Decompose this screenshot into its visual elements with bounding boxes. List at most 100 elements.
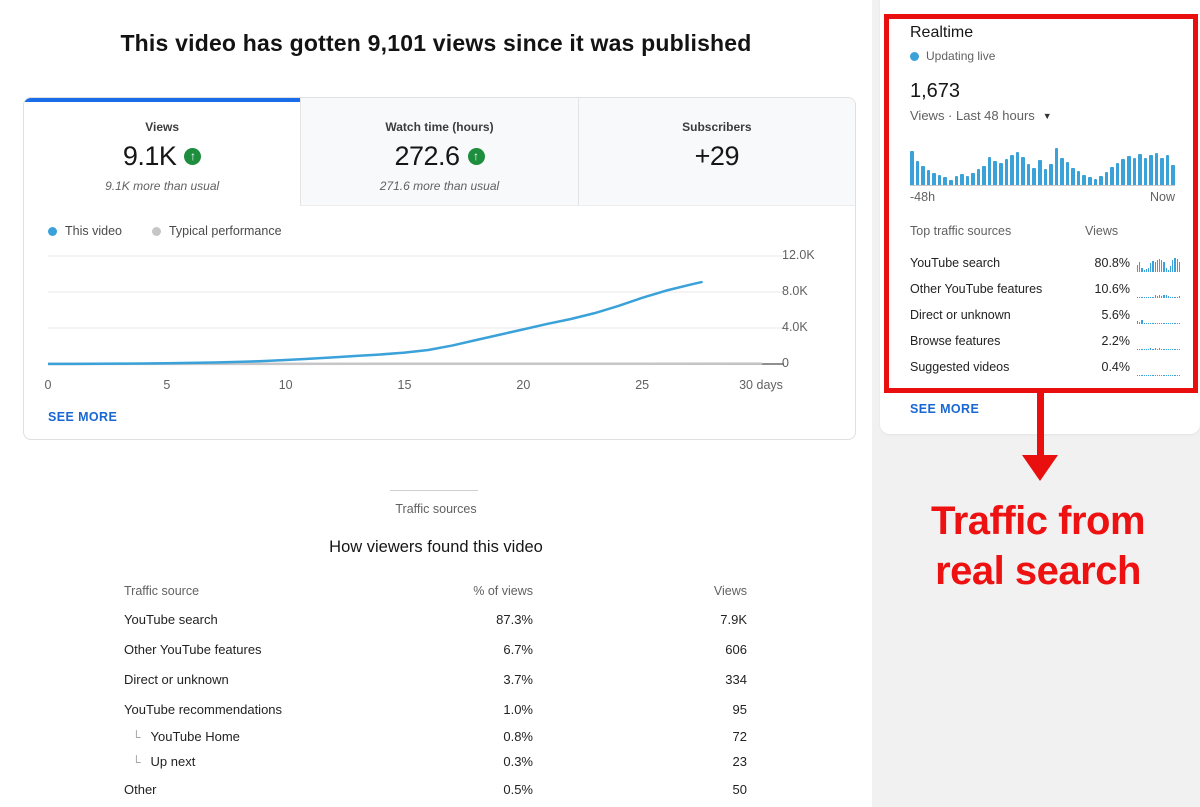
col-realtime-views: Views <box>1085 224 1119 238</box>
x-tick-label: 0 <box>44 378 52 392</box>
realtime-bar <box>937 174 942 185</box>
top-source-pct: 80.8% <box>1094 256 1130 270</box>
realtime-bar <box>987 156 992 185</box>
realtime-see-more-link[interactable]: SEE MORE <box>910 402 980 416</box>
updating-live-label: Updating live <box>926 49 996 63</box>
views-value: 50 <box>732 781 747 797</box>
realtime-bar <box>1138 153 1142 185</box>
top-source-row: Browse features 2.2% <box>910 328 1181 354</box>
top-source-row: Direct or unknown 5.6% <box>910 302 1181 328</box>
tree-branch-icon: └ <box>132 730 141 744</box>
x-tick-label: 5 <box>163 378 171 392</box>
table-row: YouTube search 87.3% 7.9K <box>124 604 747 634</box>
legend-dot-icon <box>151 226 161 236</box>
traffic-source-label: └ YouTube Home <box>132 729 240 744</box>
top-source-label: Direct or unknown <box>910 308 1011 322</box>
realtime-bar <box>1026 163 1031 185</box>
sparkline-chart <box>1137 332 1181 350</box>
annotation-text: Traffic from real search <box>876 496 1200 596</box>
realtime-bar <box>982 166 986 185</box>
pct-of-views-value: 6.7% <box>503 641 533 657</box>
pct-of-views-value: 0.8% <box>503 729 533 744</box>
top-sources-rows: YouTube search 80.8% Other YouTube feature… <box>910 250 1181 380</box>
x-tick-label: 15 <box>397 378 412 392</box>
y-tick-label: 4.0K <box>782 320 808 334</box>
table-header-row: Traffic source % of views Views <box>124 578 747 604</box>
y-axis-labels: 0 4.0K 8.0K 12.0K <box>782 248 852 370</box>
realtime-bar <box>965 176 970 185</box>
realtime-bar <box>1065 162 1070 185</box>
tab-watch-time[interactable]: Watch time (hours) 272.6 ↑ 271.6 more th… <box>300 98 578 206</box>
tab-subscribers[interactable]: Subscribers +29 <box>577 98 855 206</box>
pct-of-views-value: 0.3% <box>503 754 533 769</box>
traffic-sources-kicker: Traffic sources <box>395 502 477 516</box>
table-row: Direct or unknown 3.7% 334 <box>124 664 747 694</box>
tab-views[interactable]: Views 9.1K ↑ 9.1K more than usual <box>24 98 301 206</box>
up-arrow-icon: ↑ <box>467 148 485 165</box>
realtime-range-dropdown[interactable]: Views · Last 48 hours ▼ <box>910 108 1052 123</box>
pct-of-views-value: 0.5% <box>503 781 533 797</box>
page-title: This video has gotten 9,101 views since … <box>120 30 752 56</box>
realtime-bar <box>1043 169 1048 185</box>
realtime-bar <box>932 173 936 185</box>
col-views: Views <box>713 584 747 598</box>
realtime-bar <box>1149 155 1153 185</box>
realtime-bar <box>1171 164 1175 185</box>
pct-of-views-value: 87.3% <box>496 611 533 627</box>
traffic-source-label: Other YouTube features <box>124 641 262 657</box>
col-traffic-source: Traffic source <box>124 584 200 598</box>
x-tick-label: 10 <box>278 378 293 392</box>
traffic-source-label: Direct or unknown <box>124 671 229 687</box>
axis-right-label: Now <box>1149 190 1175 204</box>
top-source-pct: 2.2% <box>1101 334 1131 348</box>
realtime-bar <box>1054 147 1059 185</box>
up-arrow-icon: ↑ <box>184 148 202 165</box>
traffic-source-label: └ Up next <box>132 754 196 769</box>
realtime-bar <box>1032 167 1036 185</box>
see-more-link[interactable]: SEE MORE <box>48 410 118 424</box>
down-arrow-icon <box>1022 455 1058 481</box>
tab-watch-time-label: Watch time (hours) <box>385 120 494 134</box>
realtime-bar <box>1010 154 1014 185</box>
realtime-bar <box>999 163 1003 185</box>
tab-watch-time-value: 272.6 <box>394 141 460 171</box>
realtime-bar <box>1037 160 1042 185</box>
top-source-label: YouTube search <box>910 256 1001 270</box>
realtime-range-label: Views · Last 48 hours <box>910 108 1035 123</box>
realtime-bar <box>954 176 959 185</box>
table-row: YouTube recommendations 1.0% 95 <box>124 694 747 724</box>
traffic-sources-heading: How viewers found this video <box>329 538 543 556</box>
tab-views-value: 9.1K <box>122 141 177 171</box>
realtime-bar <box>1082 174 1086 185</box>
dropdown-caret-icon: ▼ <box>1042 110 1052 121</box>
views-line-chart <box>48 255 784 366</box>
top-source-pct: 10.6% <box>1094 282 1130 296</box>
views-value: 95 <box>732 701 747 717</box>
realtime-bar <box>948 180 953 185</box>
table-row: Other 0.5% 50 <box>124 774 747 804</box>
realtime-bar <box>1088 177 1092 185</box>
realtime-bar <box>1093 178 1098 185</box>
chart-legend: This video Typical performance <box>48 224 282 238</box>
realtime-bar <box>926 170 931 185</box>
tab-subscribers-label: Subscribers <box>682 120 752 134</box>
tab-watch-time-delta: 271.6 more than usual <box>379 179 500 193</box>
table-row: └ YouTube Home 0.8% 72 <box>124 724 747 749</box>
traffic-source-label: YouTube search <box>124 611 218 627</box>
realtime-bar <box>943 177 947 185</box>
table-row: Other YouTube features 6.7% 606 <box>124 634 747 664</box>
sparkline-chart <box>1137 280 1181 298</box>
traffic-source-label: Other <box>124 781 157 797</box>
top-source-label: Browse features <box>910 334 1001 348</box>
x-tick-label: 25 <box>635 378 650 392</box>
metric-tabs: Views 9.1K ↑ 9.1K more than usual Watch … <box>24 98 855 206</box>
realtime-bar <box>1015 152 1020 185</box>
realtime-bar <box>1132 157 1137 185</box>
views-value: 334 <box>725 671 747 687</box>
realtime-bar <box>1071 167 1075 185</box>
top-source-row: YouTube search 80.8% <box>910 250 1181 276</box>
updating-live-status: Updating live <box>910 49 995 63</box>
realtime-bar <box>1076 170 1081 185</box>
realtime-bar <box>1021 156 1025 185</box>
realtime-bar <box>1004 159 1009 185</box>
